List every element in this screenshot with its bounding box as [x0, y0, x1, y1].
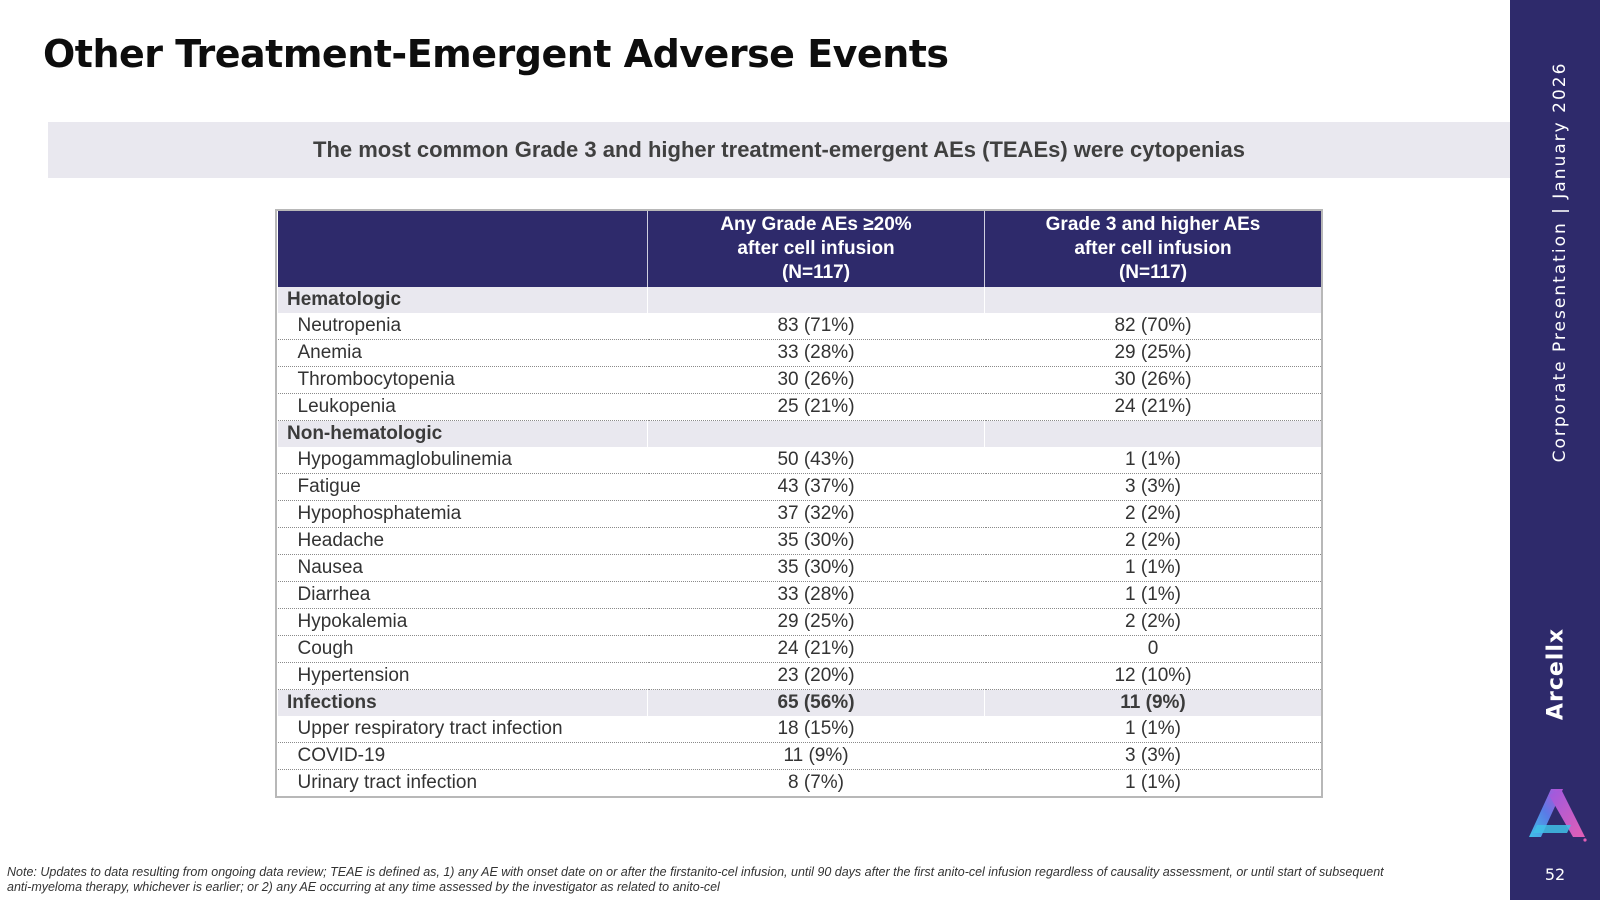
event-name-cell: Leukopenia	[277, 393, 648, 421]
grade3-cell	[984, 420, 1321, 447]
adverse-events-table: Any Grade AEs ≥20% after cell infusion (…	[275, 209, 1323, 798]
grade3-cell: 3 (3%)	[984, 473, 1321, 501]
table-row: Diarrhea 33 (28%) 1 (1%)	[277, 581, 1321, 609]
header-grade3-line3: (N=117)	[1118, 262, 1188, 283]
grade3-cell: 12 (10%)	[984, 662, 1321, 690]
grade3-cell: 82 (70%)	[984, 313, 1321, 340]
event-name-cell: Anemia	[277, 339, 648, 367]
brand-sidebar	[1510, 0, 1600, 900]
header-any-grade-line1: Any Grade AEs ≥20%	[720, 214, 912, 235]
any-grade-cell: 37 (32%)	[647, 500, 985, 528]
slide-title: Other Treatment-Emergent Adverse Events	[43, 32, 949, 76]
any-grade-cell: 11 (9%)	[647, 742, 985, 770]
event-name-cell: Fatigue	[277, 473, 648, 501]
footnote-line1: Note: Updates to data resulting from ong…	[7, 865, 1384, 879]
header-event	[277, 211, 648, 287]
any-grade-cell: 35 (30%)	[647, 554, 985, 582]
table-row: Hypogammaglobulinemia 50 (43%) 1 (1%)	[277, 447, 1321, 474]
grade3-cell: 1 (1%)	[984, 447, 1321, 474]
event-name-cell: Thrombocytopenia	[277, 366, 648, 394]
event-name-cell: Cough	[277, 635, 648, 663]
event-name-cell: Hypophosphatemia	[277, 500, 648, 528]
any-grade-cell: 35 (30%)	[647, 527, 985, 555]
grade3-cell: 2 (2%)	[984, 500, 1321, 528]
table-row: Urinary tract infection 8 (7%) 1 (1%)	[278, 769, 1321, 796]
table-body: Hematologic Neutropenia 83 (71%) 82 (70%) An…	[277, 287, 1321, 796]
event-name-cell: Hypokalemia	[277, 608, 648, 636]
grade3-cell: 1 (1%)	[984, 581, 1321, 609]
event-name-cell: Nausea	[277, 554, 648, 582]
any-grade-cell	[647, 420, 985, 447]
footnote: Note: Updates to data resulting from ong…	[7, 865, 1497, 895]
sidebar-vertical-text: Corporate Presentation | January 2026	[1550, 61, 1570, 463]
table-row: Cough 24 (21%) 0	[277, 635, 1321, 663]
any-grade-cell: 8 (7%)	[647, 769, 985, 796]
category-row: Hematologic	[277, 287, 1321, 313]
any-grade-cell: 83 (71%)	[647, 313, 985, 340]
table-row: Headache 35 (30%) 2 (2%)	[277, 527, 1321, 555]
event-name-cell: Urinary tract infection	[297, 772, 478, 793]
grade3-cell: 30 (26%)	[984, 366, 1321, 394]
event-name-cell: Non-hematologic	[277, 420, 648, 447]
key-message-banner: The most common Grade 3 and higher treat…	[48, 122, 1510, 178]
grade3-cell: 1 (1%)	[984, 554, 1321, 582]
arcellx-logo-icon	[1529, 789, 1587, 842]
any-grade-cell: 65 (56%)	[647, 689, 985, 716]
table-row: Thrombocytopenia 30 (26%) 30 (26%)	[277, 366, 1321, 394]
header-any-grade-line2: after cell infusion	[737, 238, 895, 259]
brand-name: Arcellx	[1543, 627, 1569, 721]
any-grade-cell: 30 (26%)	[647, 366, 985, 394]
event-name-cell: COVID-19	[277, 742, 648, 770]
header-grade3-line1: Grade 3 and higher AEs	[1045, 214, 1261, 235]
header-grade3: Grade 3 and higher AEs after cell infusi…	[984, 211, 1321, 287]
grade3-cell: 0	[984, 635, 1321, 663]
table-row: Neutropenia 83 (71%) 82 (70%)	[277, 313, 1321, 340]
category-row: Non-hematologic	[277, 420, 1321, 447]
event-name-cell: Hypertension	[277, 662, 648, 690]
event-name-cell: Diarrhea	[277, 581, 648, 609]
table-row: COVID-19 11 (9%) 3 (3%)	[277, 742, 1321, 770]
grade3-cell: 24 (21%)	[984, 393, 1321, 421]
any-grade-cell	[647, 287, 985, 313]
event-name-cell: Upper respiratory tract infection	[277, 716, 648, 743]
grade3-cell: 1 (1%)	[984, 716, 1321, 743]
event-name-cell: Headache	[277, 527, 648, 555]
category-row: Infections 65 (56%) 11 (9%)	[277, 689, 1321, 716]
any-grade-cell: 24 (21%)	[647, 635, 985, 663]
grade3-cell: 29 (25%)	[984, 339, 1321, 367]
table-row: Hypertension 23 (20%) 12 (10%)	[277, 662, 1321, 690]
grade3-cell: 2 (2%)	[984, 527, 1321, 555]
grade3-cell: 11 (9%)	[984, 689, 1321, 716]
header-grade3-line2: after cell infusion	[1074, 238, 1232, 259]
page-number: 52	[1544, 865, 1566, 884]
any-grade-cell: 29 (25%)	[647, 608, 985, 636]
event-name-cell: Hypogammaglobulinemia	[277, 447, 648, 474]
table-row: Leukopenia 25 (21%) 24 (21%)	[277, 393, 1321, 421]
grade3-cell: 3 (3%)	[984, 742, 1321, 770]
any-grade-cell: 18 (15%)	[647, 716, 985, 743]
table-row: Hypokalemia 29 (25%) 2 (2%)	[277, 608, 1321, 636]
header-any-grade-line3: (N=117)	[781, 262, 851, 283]
any-grade-cell: 33 (28%)	[647, 339, 985, 367]
event-name-cell: Hematologic	[277, 287, 648, 313]
grade3-cell: 1 (1%)	[984, 769, 1321, 796]
any-grade-cell: 23 (20%)	[647, 662, 985, 690]
any-grade-cell: 43 (37%)	[647, 473, 985, 501]
footnote-line2: anti-myeloma therapy, whichever is earli…	[7, 880, 720, 894]
any-grade-cell: 50 (43%)	[647, 447, 985, 474]
banner-text: The most common Grade 3 and higher treat…	[313, 137, 1245, 162]
grade3-cell	[984, 287, 1321, 313]
any-grade-cell: 33 (28%)	[647, 581, 985, 609]
table-row: Anemia 33 (28%) 29 (25%)	[277, 339, 1321, 367]
header-any-grade: Any Grade AEs ≥20% after cell infusion (…	[647, 211, 985, 287]
table-row: Nausea 35 (30%) 1 (1%)	[277, 554, 1321, 582]
event-name-cell: Neutropenia	[277, 313, 648, 340]
table-header-row: Any Grade AEs ≥20% after cell infusion (…	[277, 211, 1321, 287]
grade3-cell: 2 (2%)	[984, 608, 1321, 636]
table-row: Fatigue 43 (37%) 3 (3%)	[277, 473, 1321, 501]
table-row: Upper respiratory tract infection 18 (15%…	[277, 716, 1321, 743]
event-name-cell: Infections	[277, 689, 648, 716]
table-row: Hypophosphatemia 37 (32%) 2 (2%)	[277, 500, 1321, 528]
any-grade-cell: 25 (21%)	[647, 393, 985, 421]
